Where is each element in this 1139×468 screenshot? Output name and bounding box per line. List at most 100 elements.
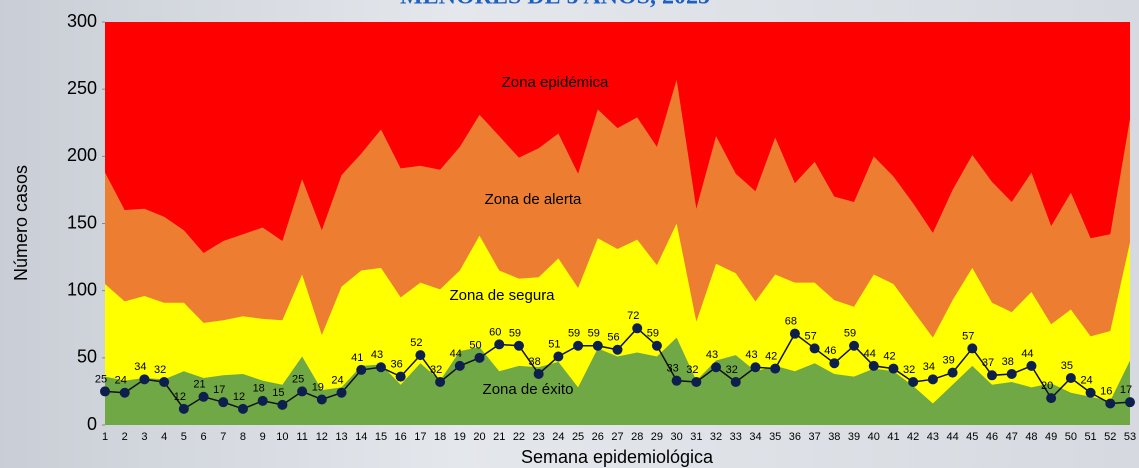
data-label: 59 [568,328,580,340]
case-point [336,387,347,398]
case-point [218,397,229,408]
data-label: 36 [391,359,403,371]
case-point [494,339,505,350]
case-point [159,377,170,388]
x-tick-label: 44 [946,431,958,443]
y-tick-label: 100 [67,279,97,299]
data-label: 43 [706,349,718,361]
x-tick-label: 21 [493,431,505,443]
case-point [395,371,406,382]
x-tick-label: 19 [454,431,466,443]
x-axis-label: Semana epidemiológica [521,447,714,467]
x-tick-label: 9 [260,431,266,443]
data-label: 43 [371,349,383,361]
data-label: 32 [903,364,915,376]
x-tick-label: 52 [1104,431,1116,443]
x-tick-label: 12 [316,431,328,443]
data-label: 44 [450,348,462,360]
y-tick-label: 300 [67,11,97,31]
case-point [474,352,485,363]
case-point [691,377,702,388]
x-tick-label: 30 [671,431,683,443]
data-label: 24 [115,375,127,387]
case-point [1046,393,1057,404]
data-label: 32 [726,364,738,376]
case-point [100,386,110,397]
x-tick-label: 42 [907,431,919,443]
data-label: 68 [785,316,797,328]
case-point [1105,398,1116,409]
x-tick-label: 40 [868,431,880,443]
case-point [533,368,544,379]
case-point [632,323,643,334]
case-point [1006,368,1017,379]
data-label: 15 [272,387,284,399]
case-point [809,343,820,354]
x-tick-label: 31 [690,431,702,443]
x-tick-label: 11 [296,431,307,443]
x-tick-label: 29 [651,431,663,443]
x-tick-label: 24 [552,431,564,443]
data-label: 59 [647,328,659,340]
data-label: 33 [667,363,679,375]
case-point [927,374,938,385]
case-point [356,364,367,375]
data-label: 25 [95,373,107,385]
x-tick-label: 38 [828,431,840,443]
zone-label: Zona epidémica [502,74,609,91]
data-label: 24 [1080,375,1092,387]
data-label: 57 [962,330,974,342]
x-tick-label: 7 [220,431,226,443]
data-label: 21 [193,379,205,391]
case-point [1125,397,1135,408]
x-tick-label: 22 [513,431,525,443]
x-tick-label: 23 [533,431,545,443]
case-point [612,344,623,355]
y-tick-label: 50 [77,347,97,367]
x-tick-label: 14 [355,431,367,443]
x-tick-label: 34 [749,431,761,443]
case-point [829,358,840,369]
zone-area [105,337,1130,425]
data-label: 51 [548,338,560,350]
x-tick-label: 10 [276,431,288,443]
data-label: 12 [174,391,186,403]
zone-label: Zona de segura [449,287,555,304]
case-point [316,394,327,405]
case-point [651,340,662,351]
data-label: 38 [529,356,541,368]
data-label: 34 [134,361,146,373]
case-point [1065,372,1076,383]
x-tick-label: 51 [1084,431,1096,443]
case-point [139,374,150,385]
case-point [1085,387,1096,398]
x-tick-label: 48 [1025,431,1037,443]
x-tick-label: 1 [102,431,108,443]
x-tick-label: 43 [927,431,939,443]
case-point [770,363,781,374]
data-label: 57 [804,330,816,342]
case-point [297,386,308,397]
data-label: 18 [253,383,265,395]
data-label: 60 [489,326,501,338]
zone-label: Zona de éxito [483,381,574,398]
data-label: 43 [745,349,757,361]
data-label: 32 [154,364,166,376]
case-point [967,343,978,354]
x-tick-label: 47 [1006,431,1018,443]
chart-title: MENORES DE 5 AÑOS, 2025 [400,0,710,10]
x-tick-label: 53 [1124,431,1136,443]
x-tick-label: 25 [572,431,584,443]
data-label: 59 [588,328,600,340]
case-point [908,377,919,388]
data-label: 52 [410,337,422,349]
data-label: 41 [351,352,363,364]
y-tick-label: 150 [67,212,97,232]
case-point [868,360,879,371]
x-tick-label: 28 [631,431,643,443]
data-label: 46 [824,345,836,357]
case-point [198,391,209,402]
case-point [435,377,446,388]
x-tick-label: 2 [122,431,128,443]
